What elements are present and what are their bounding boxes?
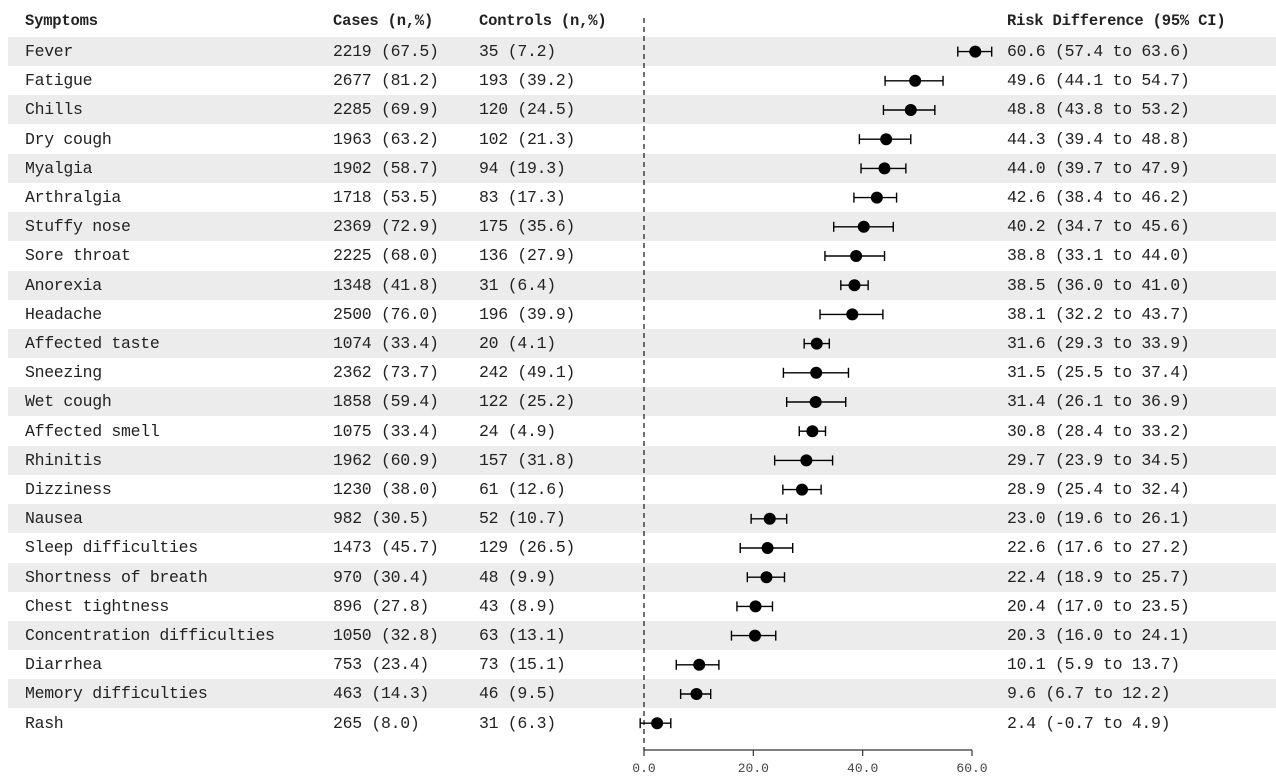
estimate-point [909,75,921,87]
estimate-point [690,688,702,700]
estimate-point [800,454,812,466]
header-symptoms: Symptoms [25,12,98,30]
estimate-point [850,250,862,262]
estimate-point [880,133,892,145]
estimate-point [810,396,822,408]
estimate-point [858,221,870,233]
x-tick-label: 0.0 [632,761,655,776]
x-tick-label: 20.0 [738,761,769,776]
header-controls: Controls (n,%) [479,12,606,30]
estimate-point [806,425,818,437]
estimate-point [811,338,823,350]
estimate-point [693,659,705,671]
x-tick-label: 60.0 [956,761,987,776]
estimate-point [796,484,808,496]
estimate-point [762,542,774,554]
estimate-point [905,104,917,116]
estimate-point [760,571,772,583]
x-tick-label: 40.0 [847,761,878,776]
estimate-point [651,717,663,729]
estimate-point [750,600,762,612]
header-risk-difference: Risk Difference (95% CI) [1007,12,1225,30]
estimate-point [764,513,776,525]
estimate-point [846,308,858,320]
estimate-point [879,162,891,174]
estimate-point [810,367,822,379]
estimate-point [848,279,860,291]
header-cases: Cases (n,%) [333,12,433,30]
estimate-point [749,630,761,642]
estimate-point [969,46,981,58]
estimate-point [871,192,883,204]
